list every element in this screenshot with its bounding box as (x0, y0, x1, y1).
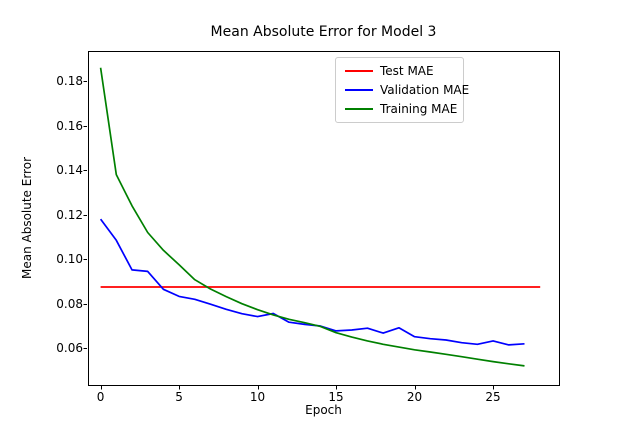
chart-title: Mean Absolute Error for Model 3 (210, 24, 437, 40)
legend-item-training-mae: Training MAE (345, 99, 457, 118)
test-mae-line-swatch (345, 70, 373, 73)
x-tick-label: 25 (485, 390, 501, 404)
y-tick-label: 0.12 (56, 207, 83, 222)
validation-mae-line-swatch (345, 89, 373, 91)
axes-frame (88, 51, 560, 386)
x-tick-label: 5 (175, 390, 183, 404)
training-mae-line-swatch (345, 107, 373, 110)
y-tick-label: 0.18 (56, 74, 83, 89)
x-tick-label: 20 (406, 390, 423, 404)
series-lines (99, 67, 541, 367)
axes-spines (88, 51, 560, 386)
y-tick-label: 0.16 (56, 118, 83, 133)
training-mae-line (99, 67, 525, 367)
x-tick-label: 0 (96, 390, 105, 404)
legend-label: Training MAE (380, 101, 458, 116)
y-axis-label: Mean Absolute Error (20, 156, 34, 280)
y-tick-label: 0.10 (56, 252, 83, 267)
legend-label: Validation MAE (380, 83, 470, 97)
legend-label: Test MAE (380, 64, 434, 79)
legend-item-test-mae: Test MAE (345, 62, 457, 81)
y-tick-label: 0.08 (56, 296, 83, 311)
x-tick-label: 10 (249, 390, 266, 404)
x-axis-label: Epoch (305, 403, 342, 417)
tick-marks (83, 81, 494, 390)
validation-mae-line (99, 218, 525, 346)
legend-item-validation-mae: Validation MAE (345, 81, 469, 100)
x-tick-label: 15 (328, 390, 344, 404)
legend: Test MAE Validation MAE Training MAE (335, 57, 469, 123)
y-tick-label: 0.06 (56, 341, 83, 356)
y-tick-label: 0.14 (56, 163, 83, 178)
